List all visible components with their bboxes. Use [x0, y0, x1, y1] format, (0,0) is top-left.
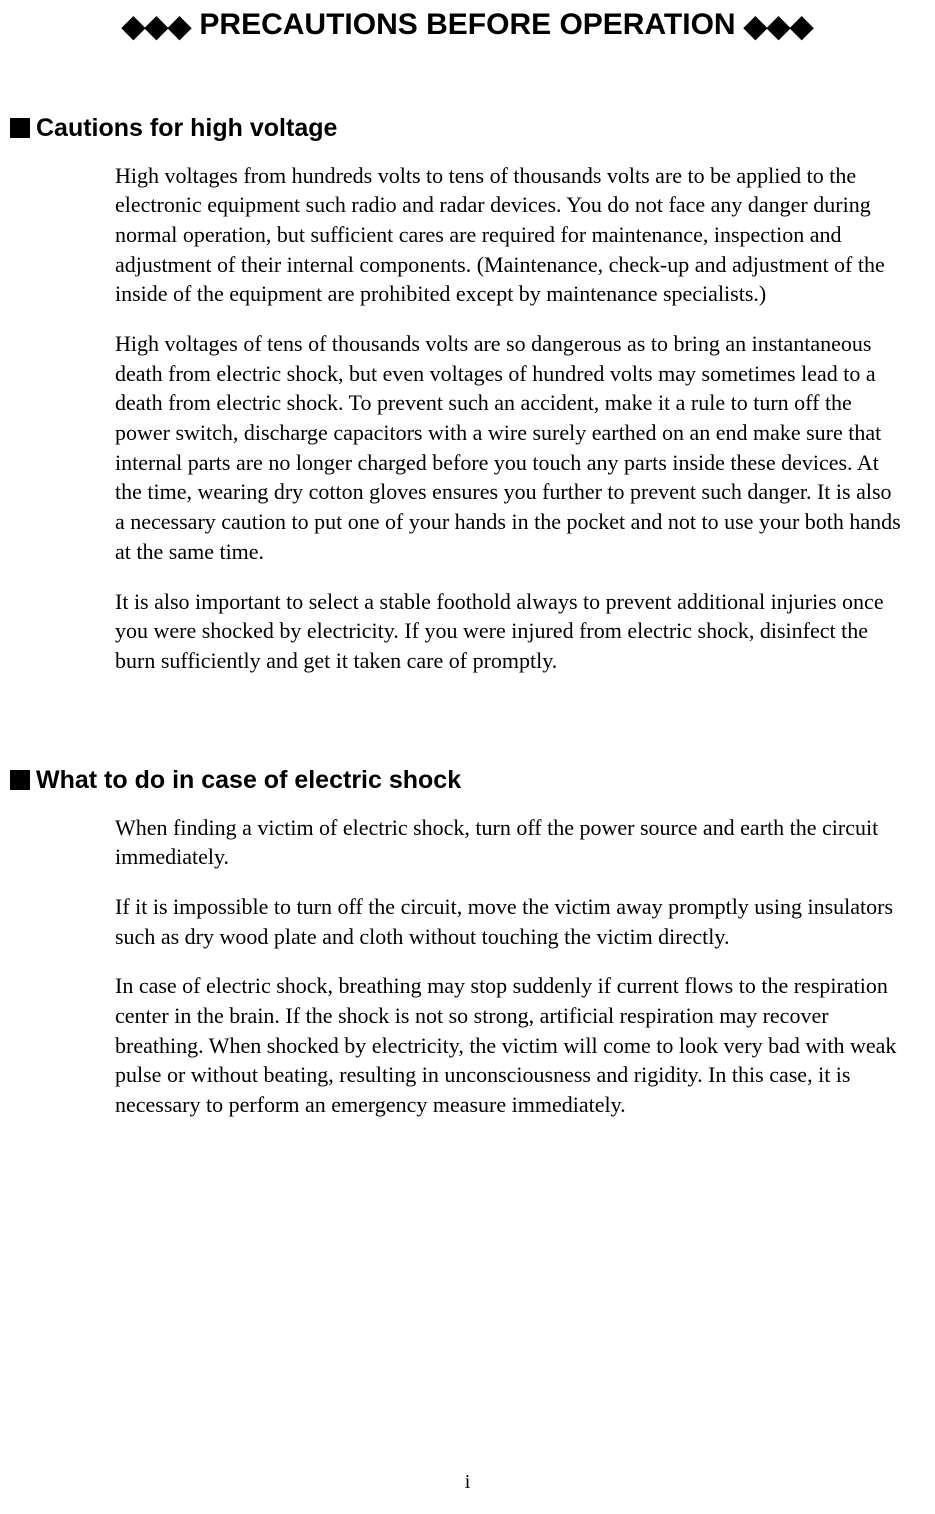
page-title: ◆◆◆ PRECAUTIONS BEFORE OPERATION ◆◆◆: [0, 8, 935, 44]
section-heading: What to do in case of electric shock: [10, 766, 935, 795]
square-bullet-icon: [10, 118, 30, 138]
diamond-right-icon: ◆◆◆: [744, 9, 813, 44]
body-paragraph: High voltages from hundreds volts to ten…: [115, 161, 905, 309]
square-bullet-icon: [10, 770, 30, 790]
section-heading-text: What to do in case of electric shock: [36, 766, 461, 794]
page-number: i: [0, 1471, 935, 1494]
body-paragraph: If it is impossible to turn off the circ…: [115, 892, 905, 951]
body-paragraph: It is also important to select a stable …: [115, 587, 905, 676]
body-paragraph: When finding a victim of electric shock,…: [115, 813, 905, 872]
section-heading: Cautions for high voltage: [10, 114, 935, 143]
section-cautions-high-voltage: Cautions for high voltage High voltages …: [0, 114, 935, 676]
diamond-left-icon: ◆◆◆: [122, 9, 191, 44]
body-paragraph: High voltages of tens of thousands volts…: [115, 329, 905, 567]
section-heading-text: Cautions for high voltage: [36, 114, 337, 142]
page-title-text: PRECAUTIONS BEFORE OPERATION: [199, 8, 735, 41]
section-electric-shock: What to do in case of electric shock Whe…: [0, 766, 935, 1120]
body-paragraph: In case of electric shock, breathing may…: [115, 971, 905, 1119]
